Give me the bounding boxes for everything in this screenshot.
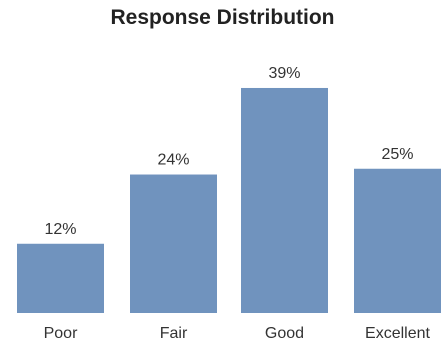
- bar-good: [241, 87, 328, 313]
- value-label-poor: 12%: [44, 221, 76, 238]
- bar-poor: [17, 243, 104, 313]
- value-labels-layer: 12% 24% 39% 25%: [44, 65, 413, 238]
- x-tick-label-good: Good: [265, 325, 304, 342]
- x-tick-label-poor: Poor: [44, 325, 78, 342]
- bar-excellent: [354, 168, 441, 313]
- x-tick-labels-layer: Poor Fair Good Excellent: [44, 325, 431, 342]
- x-tick-label-fair: Fair: [160, 325, 188, 342]
- x-tick-label-excellent: Excellent: [365, 325, 430, 342]
- value-label-good: 39%: [268, 65, 300, 82]
- chart-title: Response Distribution: [110, 6, 335, 29]
- value-label-excellent: 25%: [381, 146, 413, 163]
- bar-fair: [130, 174, 217, 313]
- bars-layer: [17, 87, 441, 313]
- value-label-fair: 24%: [157, 152, 189, 169]
